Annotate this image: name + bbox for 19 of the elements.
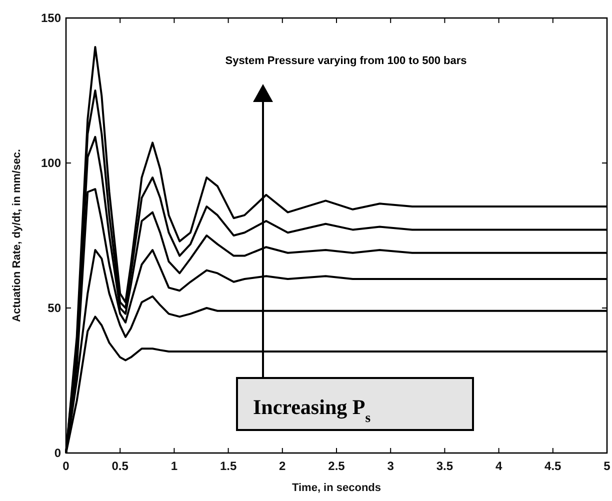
y-axis-title: Actuation Rate, dy/dt, in mm/sec. (11, 149, 23, 322)
y-tick-label: 0 (54, 446, 62, 460)
x-tick-label: 3.5 (436, 459, 454, 473)
x-tick-label: 5 (604, 459, 611, 473)
x-tick-label: 1 (170, 459, 178, 473)
annotation: Increasing P$_{s}$ (253, 395, 371, 424)
x-tick-label: 1.5 (220, 459, 237, 473)
y-tick-label: 50 (48, 301, 62, 315)
x-tick-label: 3 (387, 459, 394, 473)
x-tick-label: 4.5 (544, 459, 562, 473)
y-tick-label: 150 (40, 11, 62, 25)
x-tick-label: 0.5 (112, 459, 129, 473)
y-tick-label: 100 (40, 156, 62, 170)
x-tick-label: 2.5 (328, 459, 346, 473)
x-tick-label: 0 (62, 459, 70, 473)
x-tick-label: 2 (279, 459, 286, 473)
x-axis-title: Time, in seconds (292, 482, 382, 494)
annotation: System Pressure varying from 100 to 500 bars (225, 55, 467, 67)
x-tick-label: 4 (495, 459, 502, 473)
